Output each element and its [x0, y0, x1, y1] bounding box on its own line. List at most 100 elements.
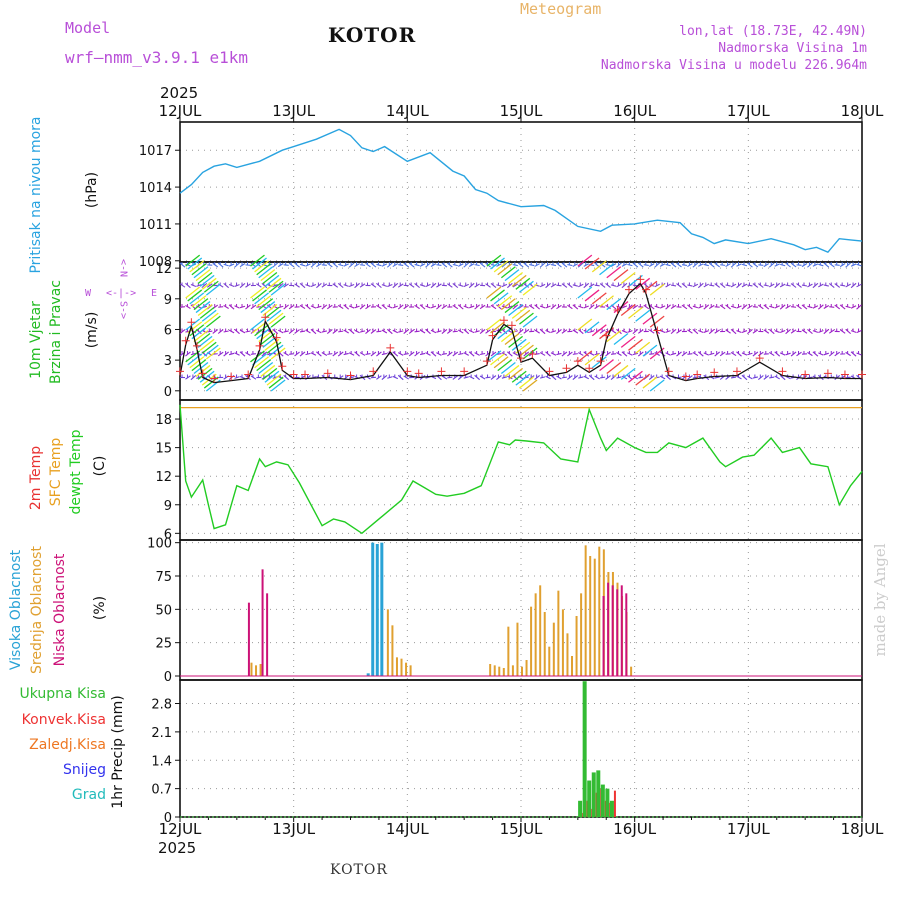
wind-direction-mark: [642, 312, 658, 325]
cloud-bar: [489, 664, 492, 676]
wind-direction-mark: [584, 289, 600, 302]
wind-ytick-label: 9: [164, 293, 172, 308]
wind-gust-marker: [664, 367, 673, 376]
wind-direction-mark: [599, 295, 614, 308]
wind-direction-mark: [205, 347, 221, 360]
wind-gust-marker: [636, 275, 645, 284]
cloud-bar: [566, 633, 569, 676]
x-tick-label-bottom: 15JUL: [500, 820, 543, 838]
wind-direction-mark: [270, 283, 286, 296]
wind-direction-mark: [606, 266, 622, 279]
cloud-bar: [539, 585, 542, 676]
wind-direction-mark: [266, 373, 282, 386]
year-label-bottom: 2025: [158, 839, 197, 857]
wind-gust-marker: [653, 326, 662, 335]
wind-gust-marker: [562, 364, 571, 373]
wind-direction-mark: [270, 379, 286, 392]
wind-direction-mark: [504, 364, 520, 377]
wind-gust-marker: [403, 367, 412, 376]
wind-gust-marker: [255, 341, 264, 350]
footer-station: KOTOR: [330, 862, 388, 878]
temperature-ytick-label: 15: [155, 442, 172, 457]
precip-legend-conv: Konvek.Kisa: [21, 712, 106, 728]
wind-direction-mark: [258, 266, 274, 279]
wind-direction-mark: [268, 344, 284, 357]
wind-gust-marker: [840, 370, 849, 379]
wind-gust-marker: [858, 370, 866, 379]
wind-direction-mark: [201, 341, 217, 354]
wind-direction-mark: [620, 272, 636, 285]
cloud-bar: [409, 665, 412, 676]
cloud-bar: [552, 622, 555, 676]
pressure-ytick-label: 1014: [139, 181, 172, 196]
wind-direction-mark: [591, 356, 607, 369]
wind-direction-mark: [591, 260, 607, 273]
x-tick-label-bottom: 14JUL: [386, 820, 429, 838]
wind-direction-mark: [584, 321, 600, 334]
wind-direction-mark: [599, 359, 614, 372]
temperature-ytick-label: 9: [164, 499, 172, 514]
wind-direction-mark: [490, 353, 505, 366]
wind-direction-mark: [195, 332, 211, 346]
cloud-bar: [561, 609, 564, 676]
wind-direction-mark: [199, 370, 215, 383]
wind-direction-mark: [185, 254, 201, 267]
cloud-bar: [255, 665, 258, 676]
wind-direction-mark: [187, 257, 203, 270]
wind-direction-mark: [635, 373, 651, 386]
cloud-bar: [405, 662, 408, 676]
precip-legend-hail: Grad: [71, 787, 106, 803]
x-tick-label-bottom: 12JUL: [159, 820, 202, 838]
wind-direction-mark: [187, 353, 203, 366]
wind-direction-mark: [519, 312, 534, 325]
cloud-bar: [266, 593, 269, 676]
x-tick-label-top: 14JUL: [386, 102, 429, 120]
wind-direction-mark: [191, 295, 207, 308]
wind-direction-mark: [486, 286, 502, 299]
wind-direction-mark: [493, 260, 509, 273]
wind-direction-mark: [270, 315, 286, 328]
pressure-ytick-label: 1011: [139, 218, 172, 233]
wind-direction-mark: [500, 266, 516, 279]
wind-gust-marker: [289, 370, 298, 379]
wind-direction-mark: [642, 344, 658, 357]
wind-direction-mark: [642, 280, 658, 293]
wind-gust-marker: [732, 367, 741, 376]
precip-total-bar: [582, 681, 587, 817]
wind-gust-marker: [272, 333, 281, 342]
wind-gust-marker: [517, 354, 525, 363]
wind-direction-mark: [195, 269, 211, 282]
wind-direction-mark: [256, 359, 272, 372]
wind-direction-mark: [511, 338, 527, 351]
wind-direction-mark: [500, 362, 516, 375]
wind-direction-mark: [256, 327, 272, 340]
wind-direction-mark: [260, 269, 276, 282]
cloud-bar: [625, 593, 628, 676]
model-name: wrf–nmm_v3.9.1 e1km: [65, 48, 249, 67]
x-tick-label-bottom: 13JUL: [272, 820, 315, 838]
wind-direction-mark: [268, 280, 284, 293]
wind-direction-mark: [189, 292, 205, 305]
wind-gust-marker: [693, 370, 702, 379]
wind-direction-mark: [205, 283, 221, 296]
wind-direction-mark: [577, 318, 593, 331]
wind-direction-mark: [577, 350, 593, 363]
wind-speed-line: [179, 282, 862, 384]
precip-ytick-label: 2.8: [151, 698, 172, 713]
temperature-ytick-label: 6: [164, 527, 172, 542]
wind-ytick-label: 12: [155, 262, 172, 277]
wind-direction-mark: [515, 373, 531, 386]
wind-direction-mark: [256, 295, 272, 308]
cloud-bar: [375, 544, 379, 676]
wind-direction-mark: [508, 272, 524, 285]
wind-gust-marker: [227, 372, 236, 381]
cloud-bar: [516, 622, 519, 676]
precip-ytick-label: 1.4: [151, 754, 172, 769]
wind-direction-mark: [511, 306, 527, 319]
precip-total-bar: [596, 770, 601, 817]
wind-direction-mark: [199, 306, 215, 319]
wind-direction-mark: [260, 364, 276, 377]
cloud-bar: [602, 596, 605, 676]
precip-total-bar: [587, 780, 592, 817]
wind-gust-marker: [301, 370, 310, 379]
